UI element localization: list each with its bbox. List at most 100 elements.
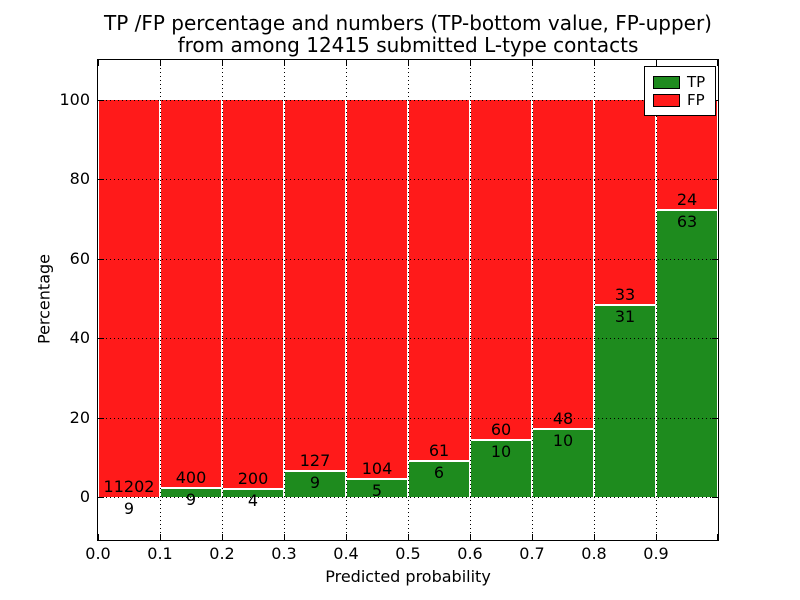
x-tick-mark — [408, 534, 409, 540]
bar-segment-tp — [471, 441, 531, 497]
x-tick-mark — [594, 534, 595, 540]
bar-segment-tp — [161, 489, 221, 497]
chart-title-line1: TP /FP percentage and numbers (TP-bottom… — [104, 11, 712, 35]
x-tick-mark — [532, 534, 533, 540]
y-tick-mark — [98, 417, 104, 419]
tp-count-label: 10 — [490, 442, 512, 462]
tp-count-label: 10 — [552, 430, 574, 450]
plot-area: 11202 9 400 9 200 4 127 9 104 5 61 6 60 10 48 10 33 31 24 6… — [97, 59, 719, 541]
x-tick-mark — [222, 534, 223, 540]
horizontal-gridline — [98, 417, 718, 419]
bar-segment-tp — [657, 210, 717, 497]
y-tick-mark — [98, 179, 104, 181]
bar-segment-tp — [223, 490, 283, 497]
bar-segment-tp — [285, 471, 345, 497]
chart-title-line2: from among 12415 submitted L-type contac… — [177, 33, 639, 57]
vertical-gridline — [532, 60, 533, 540]
bar-segment-tp — [533, 429, 593, 497]
x-tick-label: 0.3 — [271, 544, 297, 563]
vertical-gridline — [594, 60, 595, 540]
y-tick-label: 40 — [69, 328, 90, 348]
fp-count-label: 61 — [428, 441, 450, 461]
x-tick-label: 0.1 — [147, 544, 173, 563]
x-tick-mark-top — [717, 60, 718, 66]
tp-count-label: 9 — [123, 498, 135, 518]
bar-segment-fp — [533, 100, 593, 428]
vertical-gridline — [284, 60, 285, 540]
vertical-gridline — [346, 60, 347, 540]
chart-title: TP /FP percentage and numbers (TP-bottom… — [98, 12, 718, 56]
x-tick-mark — [284, 534, 285, 540]
legend: TP FP — [644, 66, 716, 116]
y-tick-mark-right — [712, 417, 718, 419]
x-tick-mark-top — [284, 60, 285, 66]
bar-segment-fp — [595, 100, 655, 304]
legend-entry-fp: FP — [653, 92, 711, 108]
fp-swatch-icon — [653, 93, 680, 107]
horizontal-gridline — [98, 100, 718, 101]
y-tick-mark-right — [712, 497, 718, 498]
x-axis-label: Predicted probability — [325, 567, 491, 586]
fp-count-label: 104 — [361, 458, 393, 478]
y-tick-label: 0 — [79, 487, 90, 506]
x-tick-mark-top — [222, 60, 223, 66]
y-tick-mark — [98, 100, 104, 101]
y-tick-mark — [98, 338, 104, 340]
vertical-gridline — [470, 60, 471, 540]
y-tick-label: 80 — [69, 169, 90, 189]
x-tick-label: 0.8 — [581, 544, 607, 563]
fp-count-label: 60 — [490, 420, 512, 440]
fp-count-label: 127 — [299, 450, 331, 470]
x-tick-label: 0.2 — [209, 544, 235, 563]
y-tick-mark — [98, 497, 104, 498]
bar-segment-fp — [223, 100, 283, 489]
x-tick-mark-top — [98, 60, 99, 66]
x-tick-mark — [656, 534, 657, 540]
tp-count-label: 9 — [185, 490, 197, 510]
horizontal-gridline — [98, 338, 718, 340]
bar-segment-fp — [161, 100, 221, 488]
legend-label-tp: TP — [687, 73, 706, 91]
y-tick-label: 100 — [59, 90, 90, 109]
x-tick-mark — [98, 534, 99, 540]
y-tick-mark — [98, 258, 104, 260]
x-tick-mark-top — [470, 60, 471, 66]
x-tick-mark-top — [160, 60, 161, 66]
x-tick-label: 0.7 — [519, 544, 545, 563]
fp-count-label: 11202 — [103, 476, 155, 496]
bar-segment-fp — [657, 100, 717, 209]
y-tick-label: 20 — [69, 407, 90, 427]
legend-label-fp: FP — [687, 91, 705, 109]
y-tick-mark-right — [712, 179, 718, 181]
x-tick-mark-top — [656, 60, 657, 66]
legend-entry-tp: TP — [653, 74, 711, 90]
tp-swatch-icon — [653, 75, 680, 89]
x-tick-mark-top — [532, 60, 533, 66]
tp-count-label: 63 — [676, 211, 698, 231]
x-tick-label: 0.0 — [85, 544, 111, 563]
vertical-gridline — [160, 60, 161, 540]
tp-count-label: 31 — [614, 306, 636, 326]
vertical-gridline — [222, 60, 223, 540]
bar-segment-tp — [409, 462, 469, 497]
bar-segment-fp — [285, 100, 345, 470]
bar-segment-fp — [471, 100, 531, 440]
x-tick-mark — [717, 534, 718, 540]
fp-count-label: 200 — [237, 469, 269, 489]
bar-segment-fp — [409, 100, 469, 461]
x-tick-mark — [346, 534, 347, 540]
y-tick-mark-right — [712, 338, 718, 340]
horizontal-gridline — [98, 258, 718, 260]
fp-count-label: 48 — [552, 408, 574, 428]
bar-segment-tp — [595, 305, 655, 497]
x-tick-mark — [470, 534, 471, 540]
bar-segment-tp — [347, 479, 407, 497]
vertical-gridline — [408, 60, 409, 540]
tp-count-label: 5 — [371, 480, 383, 500]
horizontal-gridline — [98, 497, 718, 498]
x-tick-label: 0.6 — [457, 544, 483, 563]
x-tick-mark — [160, 534, 161, 540]
y-tick-mark-right — [712, 258, 718, 260]
x-tick-label: 0.5 — [395, 544, 421, 563]
tp-count-label: 4 — [247, 491, 259, 511]
